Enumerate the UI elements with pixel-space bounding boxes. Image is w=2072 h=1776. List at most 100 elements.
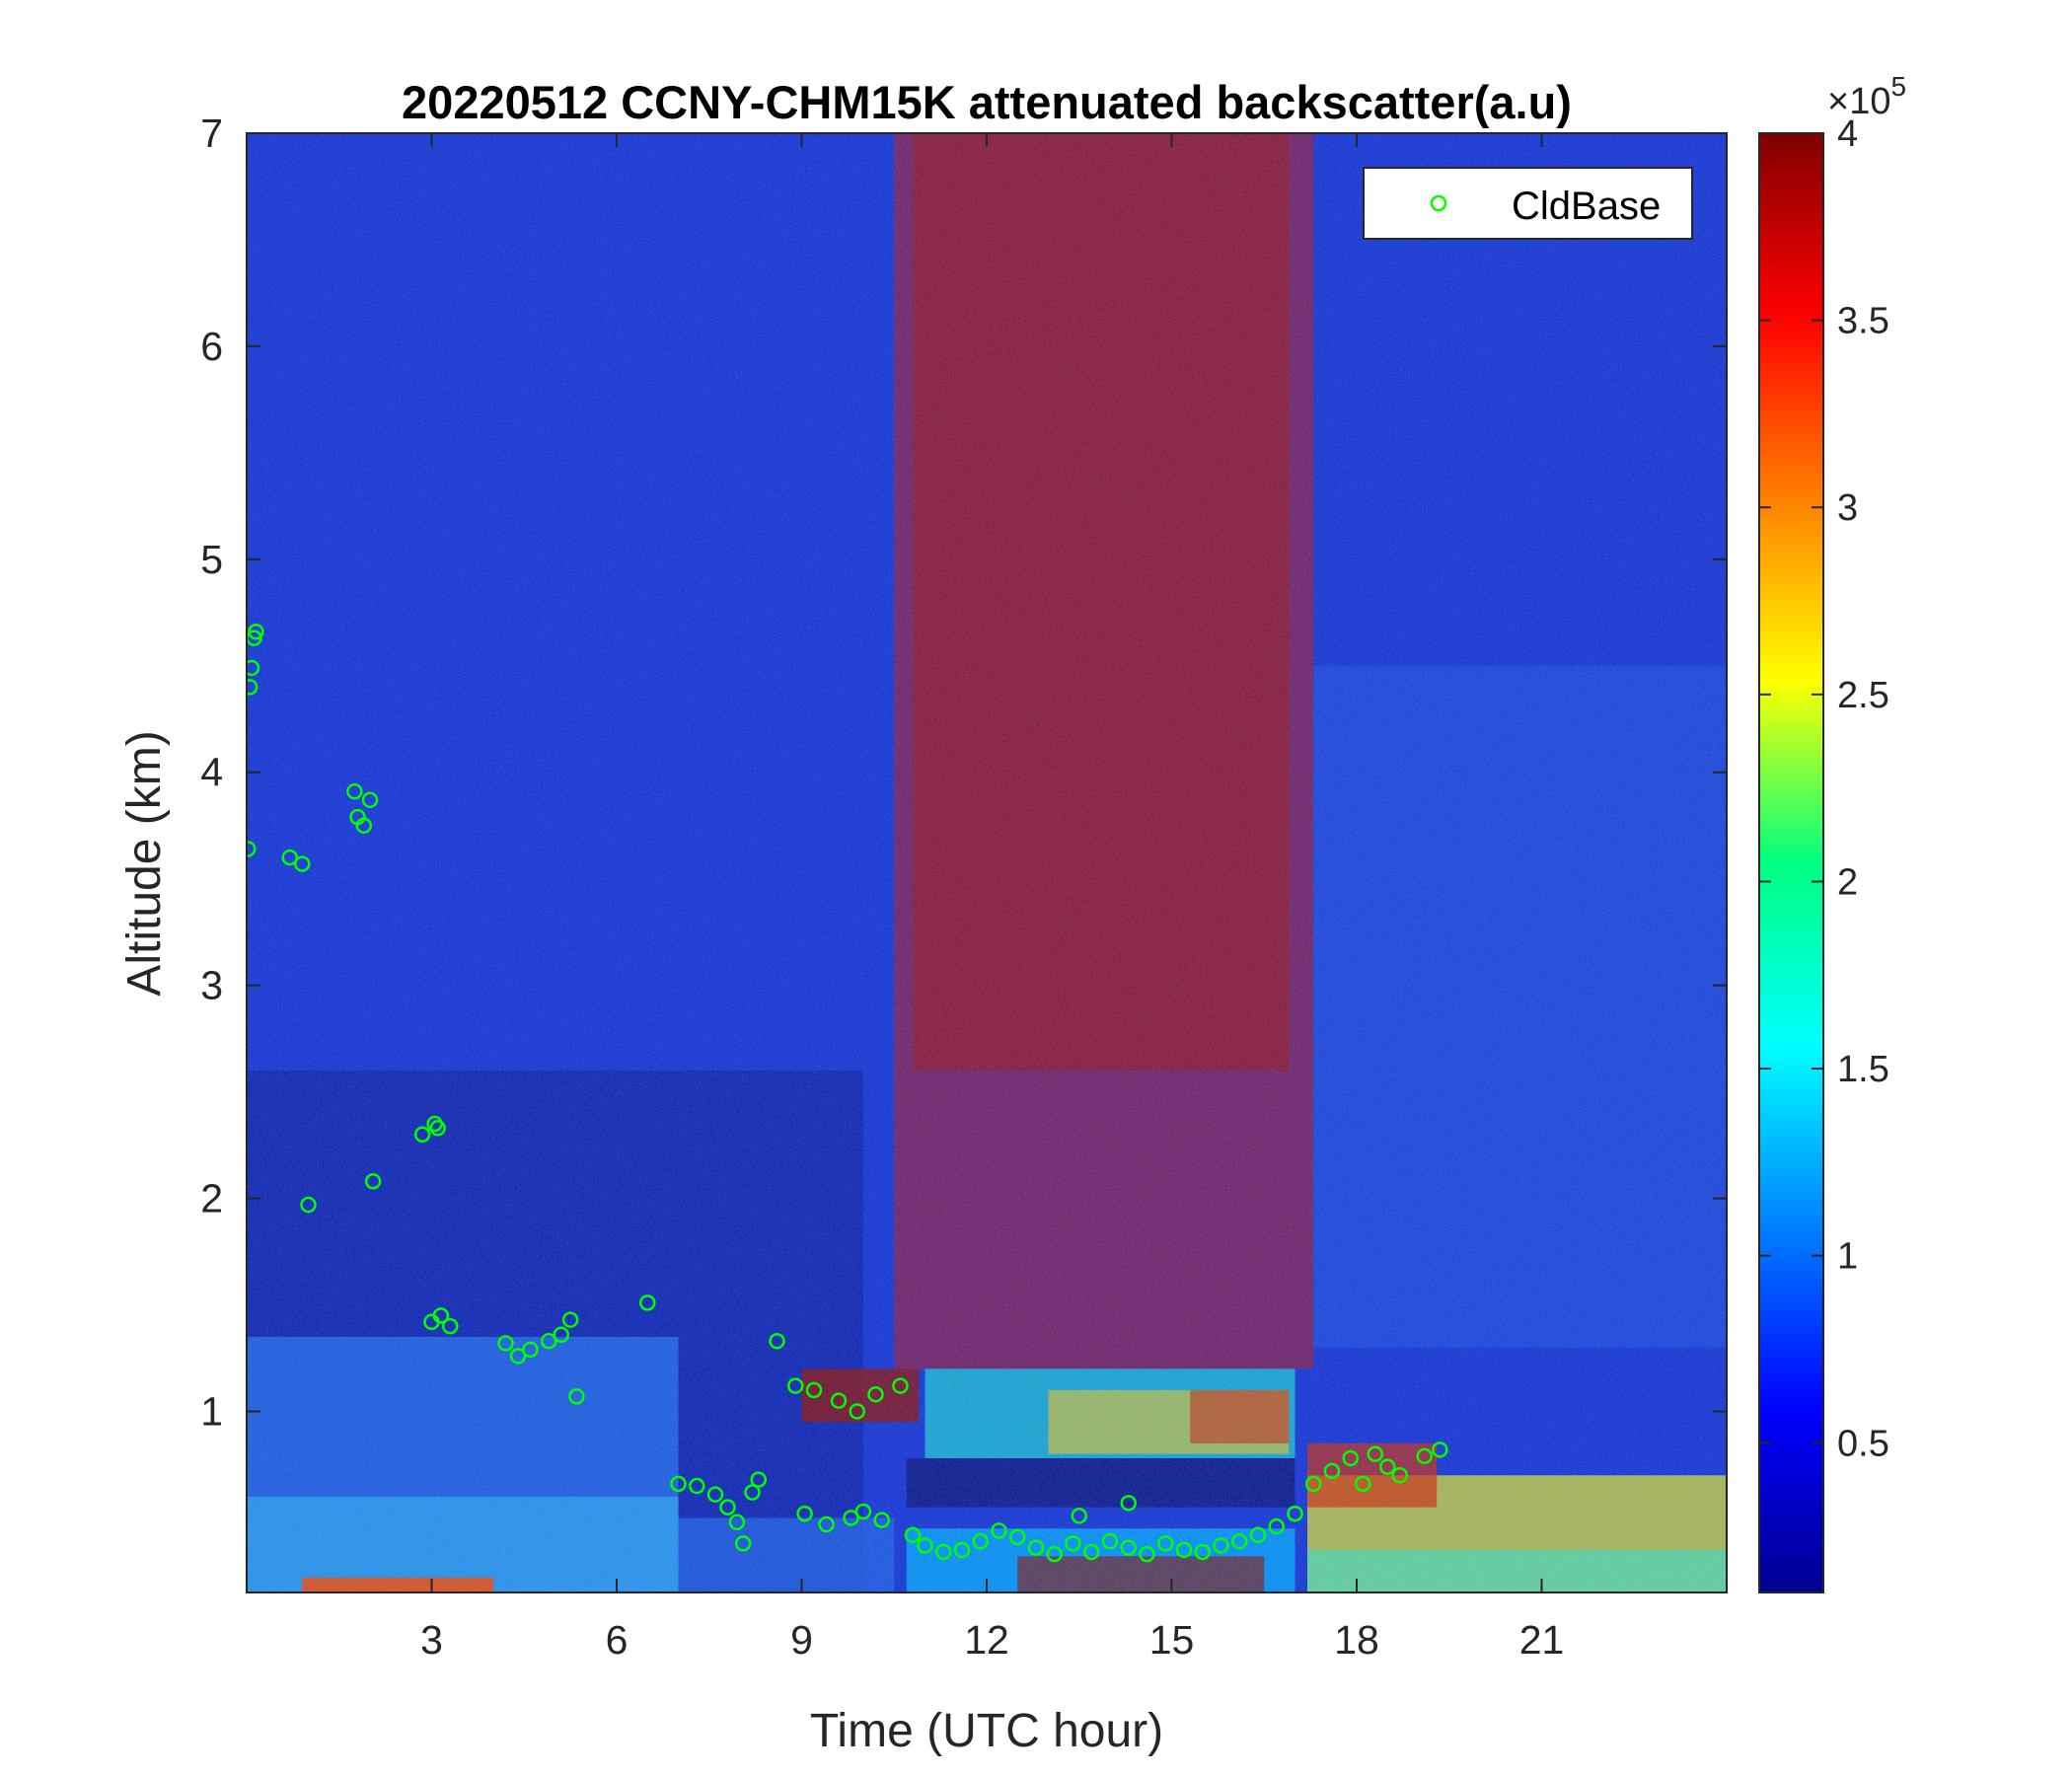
y-tick-label: 2 <box>200 1176 223 1221</box>
colorbar-tick-label: 2.5 <box>1837 675 1889 716</box>
colorbar-tick-label: 4 <box>1837 113 1858 155</box>
cldbase-markers <box>247 623 1448 1563</box>
y-tick-label: 5 <box>200 537 223 582</box>
cldbase-point <box>670 1475 687 1493</box>
cldbase-point <box>1009 1528 1026 1546</box>
x-tick-label: 6 <box>606 1617 629 1663</box>
cldbase-point <box>904 1526 922 1543</box>
x-tick-label: 15 <box>1149 1617 1195 1663</box>
cldbase-point <box>639 1295 656 1311</box>
cldbase-point <box>1305 1475 1322 1493</box>
cldbase-point <box>854 1503 872 1520</box>
colorbar-multiplier: ×105 <box>1827 71 1906 122</box>
cldbase-point <box>294 855 311 872</box>
cldbase-point <box>867 1385 884 1403</box>
cldbase-point <box>805 1381 823 1399</box>
colorbar: 0.5 1 1.5 2 2.5 3 3.5 4 ×105 <box>1758 71 1906 1593</box>
colorbar-tick-label: 1 <box>1837 1236 1858 1278</box>
cldbase-point <box>442 1317 459 1335</box>
cldbase-point <box>1046 1545 1063 1563</box>
x-tick-label: 12 <box>964 1617 1009 1663</box>
cldbase-point <box>892 1377 909 1394</box>
cldbase-point <box>1175 1541 1193 1559</box>
x-tick-label: 18 <box>1334 1617 1379 1663</box>
colorbar-tick-label: 1.5 <box>1837 1049 1889 1090</box>
cldbase-point <box>1071 1508 1087 1524</box>
chart-title: 20220512 CCNY-CHM15K attenuated backscat… <box>402 76 1572 128</box>
plot-area <box>247 133 1727 1592</box>
cldbase-point <box>1213 1537 1229 1554</box>
cldbase-point <box>1120 1539 1137 1556</box>
cldbase-point <box>1083 1543 1100 1561</box>
cldbase-point <box>561 1311 579 1328</box>
cldbase-point <box>1416 1447 1433 1465</box>
cldbase-point <box>991 1522 1007 1539</box>
cldbase-point <box>1432 1442 1448 1458</box>
colorbar-gradient <box>1758 132 1824 1593</box>
legend: CldBase <box>1363 167 1693 240</box>
cldbase-point <box>917 1537 933 1554</box>
cldbase-point <box>1287 1505 1303 1522</box>
colorbar-tick-label: 2 <box>1837 861 1858 903</box>
cldbase-point <box>1323 1462 1341 1480</box>
cldbase-point <box>849 1403 865 1420</box>
cldbase-point <box>1157 1535 1174 1552</box>
cldbase-point <box>553 1326 569 1343</box>
cldbase-point <box>247 659 260 677</box>
cldbase-point <box>1391 1466 1408 1484</box>
cldbase-point <box>719 1499 736 1516</box>
cldbase-point <box>1027 1539 1045 1556</box>
cldbase-point <box>1268 1517 1285 1535</box>
x-axis-label: Time (UTC hour) <box>810 1705 1163 1757</box>
cldbase-point <box>1379 1458 1396 1475</box>
cldbase-point <box>497 1335 514 1352</box>
cldbase-point <box>734 1535 752 1552</box>
cldbase-point <box>1194 1543 1211 1561</box>
cldbase-point <box>355 817 372 834</box>
cldbase-point <box>818 1516 835 1533</box>
cldbase-point <box>935 1543 952 1561</box>
colorbar-ticks: 0.5 1 1.5 2 2.5 3 3.5 4 <box>1759 113 1889 1464</box>
cldbase-point <box>1231 1532 1248 1550</box>
cldbase-point <box>972 1532 989 1550</box>
cldbase-point <box>541 1332 557 1350</box>
cldbase-point <box>1367 1445 1383 1462</box>
cldbase-point <box>248 623 264 640</box>
cldbase-point <box>1355 1475 1371 1493</box>
cldbase-point <box>796 1505 813 1522</box>
colorbar-tick-label: 3 <box>1837 487 1858 529</box>
cldbase-point <box>953 1541 971 1559</box>
cldbase-point <box>787 1377 804 1394</box>
legend-box <box>1363 167 1693 240</box>
cldbase-point <box>361 791 379 809</box>
cldbase-point <box>1065 1535 1081 1552</box>
y-tick-label: 7 <box>200 111 223 156</box>
cldbase-point <box>873 1512 890 1528</box>
cldbase-point <box>247 679 259 696</box>
cldbase-point <box>769 1332 785 1350</box>
heatmap-noise <box>247 133 1727 1592</box>
y-axis-label: Altitude (km) <box>118 730 171 996</box>
cldbase-point <box>281 849 298 866</box>
legend-marker <box>1430 194 1447 212</box>
legend-label-cldbase: CldBase <box>1512 185 1661 228</box>
cldbase-point <box>346 782 363 800</box>
cldbase-point <box>247 841 257 857</box>
colorbar-tick-label: 0.5 <box>1837 1423 1889 1464</box>
cldbase-point <box>568 1388 585 1405</box>
y-tick-label: 4 <box>200 750 223 795</box>
cldbase-point <box>1101 1532 1119 1550</box>
y-tick-label: 3 <box>200 963 223 1008</box>
cldbase-point <box>300 1196 317 1214</box>
cldbase-point <box>706 1486 724 1503</box>
x-tick-label: 3 <box>420 1617 443 1663</box>
y-tick-label: 6 <box>200 324 223 369</box>
cldbase-point <box>728 1514 746 1530</box>
cldbase-point <box>1342 1449 1359 1467</box>
cldbase-point <box>1249 1526 1267 1543</box>
cldbase-point <box>830 1392 848 1409</box>
x-tick-label: 9 <box>790 1617 813 1663</box>
x-tick-label: 21 <box>1519 1617 1565 1663</box>
